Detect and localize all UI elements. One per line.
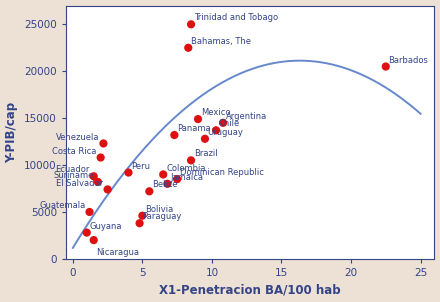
Point	[194, 117, 202, 121]
Point	[125, 170, 132, 175]
Point	[97, 155, 104, 160]
Text: Suriname: Suriname	[53, 171, 94, 180]
Text: Panama: Panama	[177, 124, 211, 133]
Point	[90, 174, 97, 179]
Point	[187, 158, 194, 163]
Text: Belize: Belize	[152, 180, 178, 189]
Point	[174, 177, 181, 182]
Text: Nicaragua: Nicaragua	[96, 248, 139, 257]
Text: Ecuador: Ecuador	[55, 165, 89, 175]
Point	[139, 213, 146, 218]
Y-axis label: Y-PIB/cap: Y-PIB/cap	[6, 102, 18, 163]
Text: Argentina: Argentina	[226, 112, 267, 121]
Point	[160, 172, 167, 177]
Point	[382, 64, 389, 69]
Text: Brazil: Brazil	[194, 149, 217, 159]
Point	[220, 120, 227, 125]
Point	[171, 133, 178, 137]
Text: Peru: Peru	[131, 162, 150, 171]
Text: Paraguay: Paraguay	[143, 212, 182, 221]
Text: Dominican Republic: Dominican Republic	[180, 168, 264, 177]
Text: Jamaica: Jamaica	[170, 173, 203, 182]
Text: Colombia: Colombia	[166, 164, 205, 172]
Point	[146, 189, 153, 194]
Point	[83, 230, 90, 235]
Text: Trinidad and Tobago: Trinidad and Tobago	[194, 14, 278, 22]
Point	[185, 45, 192, 50]
Text: Barbados: Barbados	[389, 56, 429, 65]
Text: Bolivia: Bolivia	[145, 205, 173, 214]
Point	[136, 221, 143, 226]
Point	[94, 179, 101, 184]
Text: Chile: Chile	[219, 120, 240, 128]
Point	[104, 187, 111, 192]
Text: Guyana: Guyana	[89, 222, 122, 231]
Point	[90, 238, 97, 243]
Point	[100, 141, 107, 146]
Text: Bahamas, The: Bahamas, The	[191, 37, 251, 46]
X-axis label: X1-Penetracion BA/100 hab: X1-Penetracion BA/100 hab	[159, 284, 341, 297]
Text: Venezuela: Venezuela	[56, 133, 99, 142]
Point	[213, 128, 220, 133]
Text: El Salvador: El Salvador	[56, 178, 103, 188]
Point	[86, 210, 93, 214]
Text: Mexico: Mexico	[201, 108, 230, 117]
Text: Uruguay: Uruguay	[208, 128, 244, 137]
Point	[202, 137, 209, 141]
Text: Guatemala: Guatemala	[39, 201, 85, 210]
Point	[164, 182, 171, 186]
Text: Costa Rica: Costa Rica	[52, 147, 96, 156]
Point	[187, 22, 194, 27]
